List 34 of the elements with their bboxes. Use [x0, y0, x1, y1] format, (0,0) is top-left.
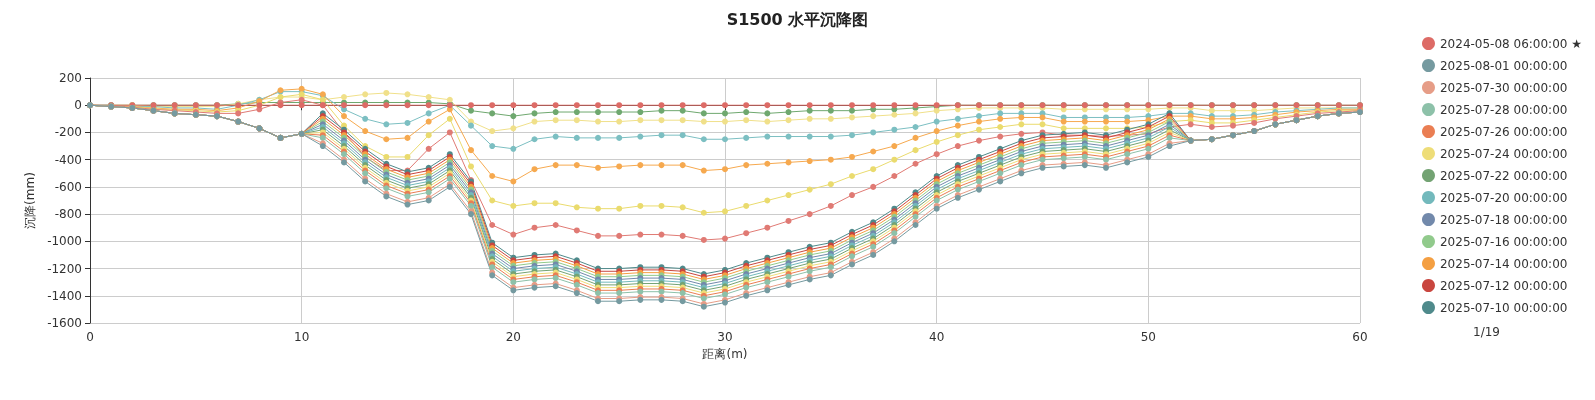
legend-label: 2025-07-30 00:00:00	[1439, 80, 1568, 95]
x-tick-label: 10	[294, 330, 310, 344]
x-tick-label: 30	[717, 330, 733, 344]
legend-label: 2025-07-18 00:00:00	[1439, 212, 1568, 227]
x-axis-title: 距离(m)	[702, 346, 748, 361]
y-tick-label: 200	[59, 71, 82, 85]
y-tick-label: -400	[54, 152, 82, 167]
x-tick-label: 20	[505, 330, 521, 344]
legend-label: 2025-07-10 00:00:00	[1439, 300, 1568, 315]
legend-label: 2025-07-26 00:00:00	[1439, 124, 1568, 139]
y-tick-label: -1400	[47, 288, 82, 303]
y-axis-title: 沉降(mm)	[23, 172, 38, 229]
legend-label: 2025-07-28 00:00:00	[1439, 102, 1568, 117]
x-tick-label: 40	[929, 330, 945, 344]
y-tick-label: -1200	[47, 261, 82, 276]
legend-label: 2024-05-08 06:00:00 ★	[1439, 36, 1583, 51]
legend-label: 2025-07-14 00:00:00	[1439, 256, 1568, 271]
legend-label: 2025-07-12 00:00:00	[1439, 278, 1568, 293]
legend-label: 2025-08-01 00:00:00	[1439, 58, 1568, 73]
y-tick-label: 0	[74, 98, 82, 113]
y-tick-label: -200	[54, 125, 82, 140]
text: 1/19	[1473, 325, 1501, 339]
x-tick-label: 50	[1140, 330, 1156, 344]
y-tick-label: -600	[54, 179, 82, 194]
x-tick-label: 60	[1352, 330, 1368, 344]
y-tick-label: -800	[54, 207, 82, 222]
legend-label: 2025-07-22 00:00:00	[1439, 168, 1568, 183]
legend-label: 2025-07-24 00:00:00	[1439, 146, 1568, 161]
x-tick-label: 0	[86, 330, 94, 344]
y-tick-label: -1000	[47, 234, 82, 249]
legend-label: 2025-07-20 00:00:00	[1439, 190, 1568, 205]
chart-title: S1500 水平沉降图	[726, 9, 869, 29]
y-tick-label: -1600	[47, 316, 82, 330]
legend-label: 2025-07-16 00:00:00	[1439, 234, 1568, 249]
